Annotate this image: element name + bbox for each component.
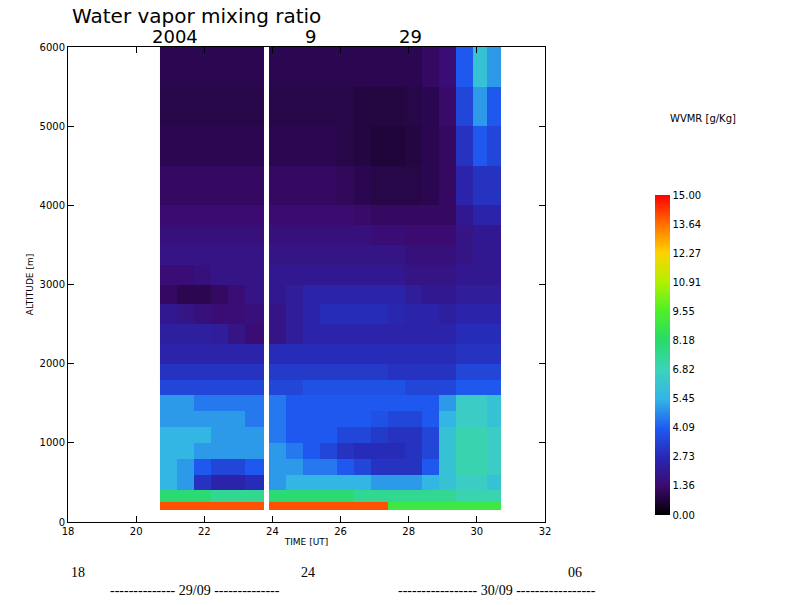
svg-text:5.45: 5.45 xyxy=(673,393,695,404)
svg-text:28: 28 xyxy=(402,526,415,537)
svg-text:06: 06 xyxy=(568,565,582,580)
svg-text:18: 18 xyxy=(71,565,85,580)
svg-text:9.55: 9.55 xyxy=(673,306,695,317)
svg-text:9: 9 xyxy=(305,26,316,47)
svg-text:13.64: 13.64 xyxy=(673,219,702,230)
svg-text:24: 24 xyxy=(301,565,315,580)
svg-text:1000: 1000 xyxy=(40,437,65,448)
svg-text:6.82: 6.82 xyxy=(673,364,695,375)
svg-text:2000: 2000 xyxy=(40,358,65,369)
svg-text:-------------- 29/09 ---------: -------------- 29/09 -------------- xyxy=(110,583,280,598)
svg-text:0.00: 0.00 xyxy=(673,510,695,521)
svg-text:0: 0 xyxy=(59,517,65,528)
svg-text:Water vapor mixing ratio: Water vapor mixing ratio xyxy=(72,4,321,28)
svg-text:8.18: 8.18 xyxy=(673,335,695,346)
svg-text:3000: 3000 xyxy=(40,279,65,290)
svg-text:30: 30 xyxy=(470,526,483,537)
svg-text:----------------- 30/09 ------: ----------------- 30/09 ----------------… xyxy=(398,583,596,598)
svg-text:TIME [UT]: TIME [UT] xyxy=(284,537,329,547)
svg-text:20: 20 xyxy=(130,526,143,537)
svg-text:4.09: 4.09 xyxy=(673,422,695,433)
svg-text:15.00: 15.00 xyxy=(673,190,702,201)
svg-text:10.91: 10.91 xyxy=(673,277,702,288)
svg-text:29: 29 xyxy=(399,26,422,47)
svg-text:WVMR [g/Kg]: WVMR [g/Kg] xyxy=(670,113,736,124)
svg-text:2.73: 2.73 xyxy=(673,451,695,462)
svg-text:18: 18 xyxy=(62,526,75,537)
svg-text:4000: 4000 xyxy=(40,200,65,211)
svg-text:24: 24 xyxy=(266,526,279,537)
svg-text:2004: 2004 xyxy=(152,26,198,47)
svg-text:1.36: 1.36 xyxy=(673,480,695,491)
svg-text:26: 26 xyxy=(334,526,347,537)
svg-text:12.27: 12.27 xyxy=(673,248,702,259)
svg-text:5000: 5000 xyxy=(40,121,65,132)
svg-text:6000: 6000 xyxy=(40,42,65,53)
svg-text:22: 22 xyxy=(198,526,211,537)
svg-text:32: 32 xyxy=(539,526,552,537)
svg-text:ALTITUDE [m]: ALTITUDE [m] xyxy=(25,254,35,315)
